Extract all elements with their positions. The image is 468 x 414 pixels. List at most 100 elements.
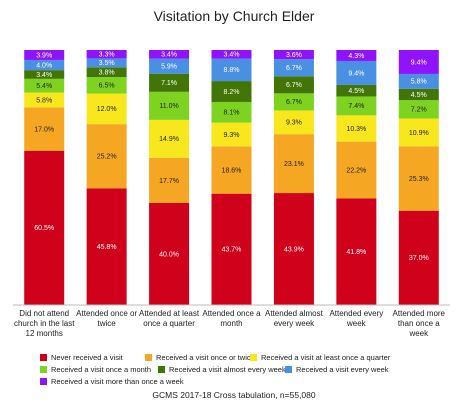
- data-label: 3.5%: [99, 60, 115, 67]
- bar-segment: [398, 88, 439, 101]
- data-label: 11.0%: [159, 103, 178, 110]
- data-label: 3.6%: [286, 52, 302, 59]
- bar-segment: [273, 110, 314, 135]
- bar-segment: [336, 115, 377, 142]
- data-label: 3.4%: [161, 52, 177, 59]
- bar-segment: [24, 70, 65, 79]
- bar-segment: [336, 50, 377, 61]
- bar-segment: [211, 58, 252, 82]
- data-label: 4.0%: [36, 62, 52, 69]
- bar-segment: [398, 118, 439, 147]
- bar-segment: [149, 203, 190, 305]
- data-label: 6.5%: [99, 83, 115, 90]
- bar-segment: [211, 50, 252, 59]
- data-label: 7.1%: [161, 80, 177, 87]
- data-label: 8.8%: [224, 67, 240, 74]
- legend-swatch: [40, 366, 47, 373]
- legend-item: Received a visit once or twice: [145, 353, 255, 362]
- data-label: 45.8%: [97, 244, 117, 251]
- x-tick-label: Did not attend church in the last 12 mon…: [13, 309, 75, 338]
- bar-segment: [24, 78, 65, 93]
- bar-segment: [149, 119, 190, 158]
- data-label: 7.4%: [348, 103, 364, 110]
- bar-segment: [86, 124, 127, 189]
- bar-segment: [336, 60, 377, 85]
- bar-segment: [398, 100, 439, 119]
- data-label: 23.1%: [284, 161, 304, 168]
- legend-item: Received a visit at least once a quarter: [250, 353, 390, 362]
- data-label: 5.8%: [411, 79, 427, 86]
- data-label: 3.8%: [99, 70, 115, 77]
- bar-segment: [273, 59, 314, 77]
- data-label: 17.0%: [34, 126, 54, 133]
- data-label: 9.3%: [224, 132, 240, 139]
- legend-label: Received a visit every week: [296, 365, 389, 374]
- legend-label: Received a visit at least once a quarter: [261, 353, 391, 362]
- bar-segment: [24, 150, 65, 305]
- x-tick-label: Attended almost every week: [265, 309, 323, 328]
- data-label: 5.4%: [36, 83, 52, 90]
- legend-item: Never received a visit: [40, 353, 123, 362]
- legend-swatch: [40, 354, 47, 361]
- bar-segment: [273, 134, 314, 194]
- data-label: 43.7%: [222, 247, 242, 254]
- data-label: 12.0%: [97, 106, 117, 113]
- legend-item: Received a visit every week: [285, 365, 389, 374]
- chart-title: Visitation by Church Elder: [153, 8, 315, 24]
- data-label: 43.9%: [284, 246, 304, 253]
- legend-item: Received a visit almost every week: [158, 365, 286, 374]
- bar-segment: [273, 50, 314, 60]
- x-tick-label: Attended every week: [329, 309, 384, 328]
- legend-swatch: [145, 354, 152, 361]
- bar-segment: [398, 146, 439, 211]
- data-label: 9.3%: [286, 120, 302, 127]
- legend-label: Never received a visit: [51, 353, 123, 362]
- data-label: 9.4%: [411, 59, 427, 66]
- bar-segment: [24, 107, 65, 151]
- legend-item: Received a visit more than once a week: [40, 377, 184, 386]
- bar-segment: [86, 67, 127, 78]
- bar-segment: [86, 188, 127, 305]
- data-label: 8.2%: [224, 89, 240, 96]
- data-label: 5.9%: [161, 64, 177, 71]
- bar-segment: [149, 50, 190, 59]
- bar-segment: [273, 93, 314, 111]
- x-tick-label: Attended once a month: [202, 309, 261, 328]
- bar-segment: [336, 198, 377, 305]
- data-label: 10.3%: [346, 126, 366, 133]
- bar-segment: [149, 58, 190, 74]
- legend-swatch: [250, 354, 257, 361]
- data-label: 25.2%: [97, 154, 117, 161]
- bar-segment: [336, 84, 377, 97]
- data-label: 3.4%: [36, 72, 52, 79]
- x-tick-label: Attended once or twice: [76, 309, 138, 328]
- bar-segment: [336, 96, 377, 116]
- data-label: 5.8%: [36, 97, 52, 104]
- legend-label: Received a visit once a month: [51, 365, 152, 374]
- legend-item: Received a visit once a month: [40, 365, 151, 374]
- bar-segment: [398, 50, 439, 74]
- data-label: 37.0%: [409, 255, 429, 262]
- data-label: 17.7%: [159, 178, 179, 185]
- bar-segment: [24, 59, 65, 71]
- bar-segment: [336, 141, 377, 199]
- data-label: 4.5%: [348, 88, 364, 95]
- chart-footnote: GCMS 2017-18 Cross tabulation, n=55,080: [152, 390, 316, 400]
- bar-segment: [398, 73, 439, 89]
- bar-segment: [398, 210, 439, 305]
- bar-segment: [211, 101, 252, 123]
- bar-segment: [24, 50, 65, 60]
- data-label: 7.2%: [411, 107, 427, 114]
- data-label: 25.3%: [409, 176, 429, 183]
- bar-segment: [273, 76, 314, 94]
- bar-segment: [211, 146, 252, 194]
- data-label: 9.4%: [348, 70, 364, 77]
- data-label: 6.7%: [286, 99, 302, 106]
- data-label: 3.9%: [36, 52, 52, 59]
- x-tick-label: Attended at least once a quarter: [139, 309, 200, 328]
- legend-swatch: [40, 378, 47, 385]
- data-label: 4.5%: [411, 92, 427, 99]
- x-tick-label: Attended more than once a week: [392, 309, 446, 338]
